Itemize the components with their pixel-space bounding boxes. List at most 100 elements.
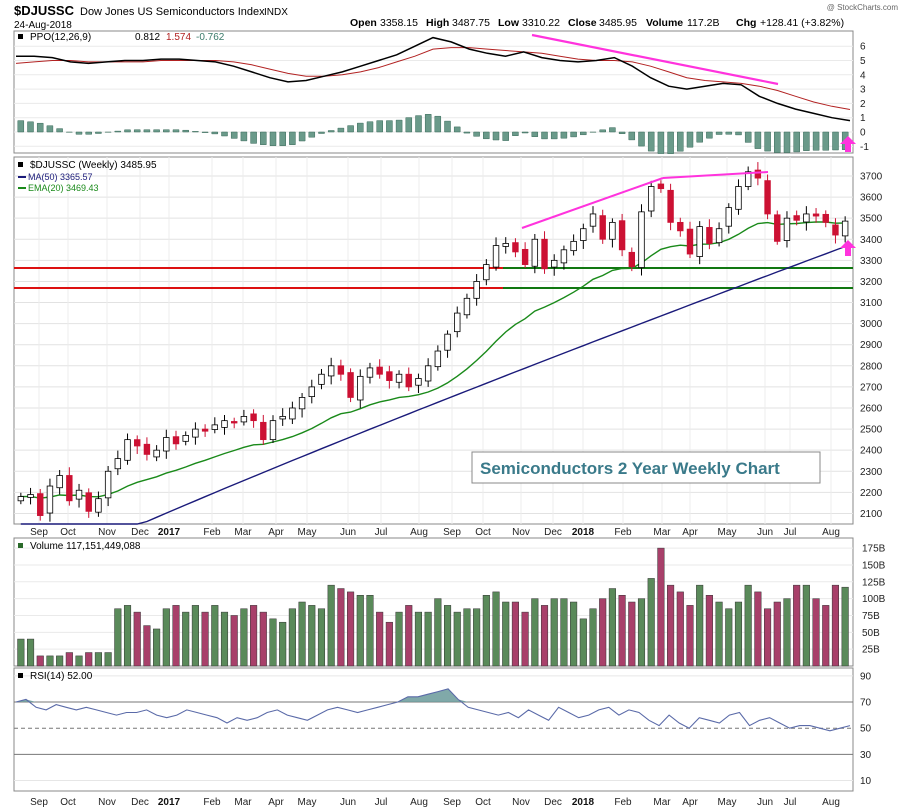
volume-bar — [153, 628, 161, 667]
candle-body — [104, 470, 112, 499]
volume-bar — [182, 611, 190, 667]
price-x-label: Feb — [203, 527, 221, 538]
candle-body — [444, 333, 451, 351]
open-value: 3358.15 — [380, 17, 418, 29]
candle-body — [415, 378, 422, 386]
candle-body — [696, 226, 703, 257]
candle-body — [812, 213, 820, 217]
volume-bar — [17, 638, 25, 667]
ppo-panel-frame — [13, 30, 854, 154]
volume-bar — [94, 652, 102, 667]
volume-bar — [705, 595, 713, 667]
volume-bar — [211, 605, 219, 667]
ppo-tick-label: 6 — [860, 42, 866, 53]
volume-bar — [114, 608, 122, 667]
candle-body — [502, 243, 509, 247]
volume-bar — [696, 584, 704, 667]
high-label: High — [426, 17, 449, 29]
volume-bar — [463, 608, 471, 667]
volume-bar — [36, 655, 44, 667]
candle-body — [56, 475, 63, 489]
candle-body — [677, 221, 684, 232]
volume-bar — [279, 621, 287, 667]
rsi-x-label: Oct — [60, 797, 76, 808]
volume-bar — [191, 605, 199, 667]
candle-body — [521, 248, 529, 265]
volume-bar — [65, 652, 73, 667]
volume-bar — [647, 578, 655, 667]
candle-body — [240, 416, 248, 423]
candle-body — [793, 215, 800, 221]
rsi-x-label: Mar — [234, 797, 252, 808]
rsi-x-label: 2017 — [158, 797, 181, 808]
candle-body — [337, 365, 345, 375]
candle-body — [424, 365, 432, 382]
volume-tick-label: 125B — [862, 577, 886, 588]
annotation-text: Semiconductors 2 Year Weekly Chart — [480, 459, 780, 478]
volume-bars — [17, 547, 849, 667]
volume-bar — [628, 601, 636, 667]
rsi-line — [15, 688, 851, 732]
quote-bar: Open 3358.15 High 3487.75 Low 3310.22 Cl… — [350, 17, 844, 29]
volume-bar — [492, 591, 500, 667]
ppo-tick-label: 3 — [860, 85, 866, 96]
candle-body — [85, 492, 92, 512]
volume-bar — [172, 605, 180, 667]
volume-bar — [715, 601, 723, 667]
volume-bar — [56, 655, 64, 667]
chart-date: 24-Aug-2018 — [14, 20, 72, 31]
candle-body — [230, 421, 238, 424]
candlesticks — [17, 162, 849, 522]
candle-body — [647, 186, 655, 212]
price-tick-label: 2900 — [860, 340, 883, 351]
price-x-label: Apr — [268, 527, 284, 538]
volume-bar — [46, 655, 54, 667]
volume-bar — [473, 608, 481, 667]
candle-body — [211, 424, 219, 430]
price-x-label: Apr — [682, 527, 698, 538]
rsi-x-label: Dec — [544, 797, 562, 808]
rsi-tick-label: 50 — [860, 724, 872, 735]
volume-bar — [317, 608, 326, 667]
rsi-x-label: 2018 — [572, 797, 595, 808]
price-x-label: Aug — [822, 527, 840, 538]
candle-body — [153, 449, 160, 458]
volume-bar — [599, 598, 607, 667]
volume-bar — [570, 601, 578, 667]
ppo-legend-dot — [18, 34, 23, 39]
candle-body — [395, 373, 403, 383]
volume-bar — [269, 618, 277, 667]
volume-bar — [26, 638, 35, 667]
rsi-x-label: Nov — [98, 797, 116, 808]
price-x-label: Feb — [614, 527, 632, 538]
candle-body — [735, 186, 742, 210]
chart-index-name: Dow Jones US Semiconductors Index — [80, 6, 265, 18]
volume-bar — [793, 584, 801, 667]
candle-body — [66, 475, 73, 502]
candle-body — [628, 251, 636, 268]
rsi-x-label: Feb — [614, 797, 632, 808]
rsi-x-label: Nov — [512, 797, 530, 808]
candle-body — [46, 485, 54, 514]
rsi-x-label: Sep — [443, 797, 461, 808]
volume-legend-dot — [18, 543, 23, 548]
ppo-value-3: -0.762 — [196, 32, 225, 43]
rsi-panel: RSI(14) 52.00 90 70 50 30 10 Sep Oct Nov Dec 201… — [13, 667, 872, 808]
ppo-panel: PPO(12,26,9) 0.812 1.574 -0.762 6 5 4 3 2 1 0 -… — [13, 30, 869, 154]
price-tick-label: 3200 — [860, 277, 883, 288]
volume-tick-label: 75B — [862, 611, 880, 622]
volume-bar — [511, 601, 519, 667]
volume-bar — [667, 584, 675, 667]
volume-bar — [482, 595, 490, 667]
price-arrow-icon — [840, 240, 856, 256]
price-tick-label: 2600 — [860, 403, 883, 414]
candle-body — [357, 375, 364, 401]
volume-bar — [395, 611, 403, 667]
candle-body — [754, 169, 762, 179]
rsi-x-label: Jul — [375, 797, 388, 808]
price-tick-label: 3000 — [860, 319, 883, 330]
rsi-tick-label: 30 — [860, 750, 872, 761]
low-label: Low — [498, 17, 520, 29]
candle-body — [744, 171, 752, 187]
price-tick-label: 3500 — [860, 214, 883, 225]
